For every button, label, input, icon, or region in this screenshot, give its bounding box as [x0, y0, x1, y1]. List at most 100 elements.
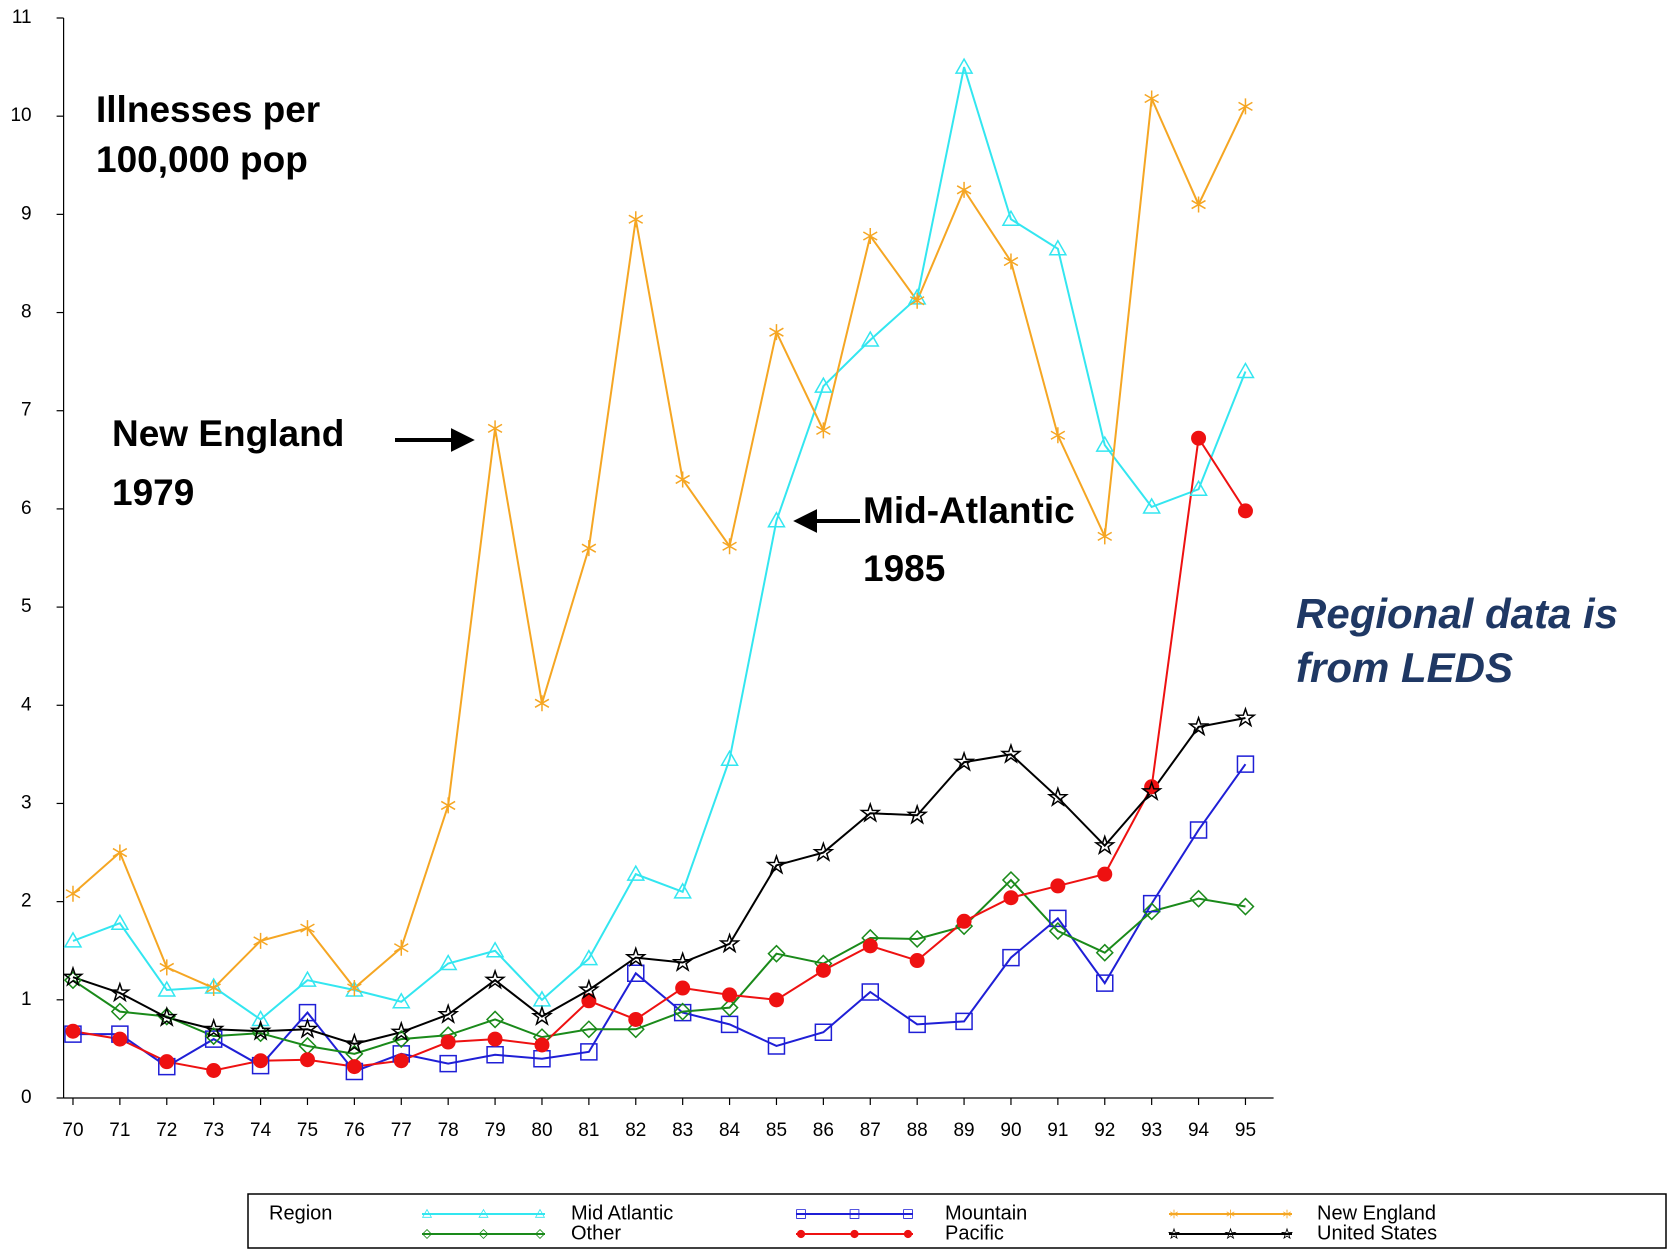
- data-point: [112, 1031, 128, 1047]
- data-point: [769, 324, 784, 341]
- data-point: [767, 1037, 786, 1055]
- legend-marker: [534, 1208, 546, 1218]
- x-tick-label: 94: [1188, 1120, 1210, 1141]
- data-point: [1001, 209, 1021, 227]
- data-point: [1189, 479, 1208, 497]
- data-point: [675, 980, 691, 996]
- x-tick-label: 89: [953, 1120, 974, 1141]
- data-point: [206, 980, 221, 997]
- data-point: [859, 801, 882, 823]
- data-point: [1001, 870, 1021, 890]
- data-point: [206, 1063, 222, 1079]
- data-point: [1144, 779, 1160, 795]
- data-point: [438, 953, 458, 971]
- data-point: [534, 1037, 550, 1053]
- data-point: [159, 1054, 175, 1070]
- data-point: [626, 1020, 645, 1039]
- data-point: [814, 1023, 833, 1041]
- data-point: [722, 538, 737, 555]
- y-axis-label: 100,000 pop: [96, 139, 308, 180]
- data-point: [1237, 503, 1253, 519]
- data-point: [253, 932, 268, 949]
- y-tick-label: 8: [21, 302, 32, 323]
- data-point: [862, 938, 878, 954]
- data-point: [909, 292, 925, 309]
- data-point: [1050, 427, 1066, 444]
- data-point: [1048, 239, 1068, 256]
- data-point: [1097, 866, 1113, 882]
- data-point: [298, 970, 317, 987]
- data-point: [110, 913, 130, 930]
- legend-label: Other: [571, 1222, 621, 1244]
- y-axis-label: Illnesses per: [96, 89, 320, 130]
- data-point: [299, 1052, 315, 1068]
- data-point: [1189, 889, 1208, 908]
- legend-marker: [535, 1229, 545, 1239]
- data-point: [440, 1034, 456, 1050]
- data-point: [1097, 528, 1113, 545]
- data-point: [439, 1054, 457, 1073]
- data-point: [814, 376, 833, 393]
- x-tick-label: 87: [860, 1120, 881, 1141]
- data-point: [906, 803, 929, 825]
- data-point: [956, 181, 972, 198]
- data-point: [812, 840, 835, 862]
- series-line: [72, 878, 1246, 1055]
- series-line: [72, 94, 1247, 990]
- data-point: [579, 1020, 598, 1039]
- y-tick-label: 3: [21, 792, 32, 813]
- y-tick-label: 10: [10, 105, 31, 126]
- data-point: [767, 511, 786, 528]
- data-point: [202, 1017, 225, 1039]
- data-point: [390, 1020, 413, 1042]
- legend-label: Mid Atlantic: [571, 1202, 673, 1224]
- data-point: [486, 1010, 505, 1029]
- legend-title: Region: [269, 1202, 332, 1224]
- data-point: [343, 1032, 366, 1054]
- data-point: [346, 1059, 362, 1075]
- legend-marker: [903, 1209, 913, 1219]
- data-point: [393, 939, 409, 956]
- x-tick-label: 84: [719, 1120, 741, 1141]
- legend-marker: [478, 1208, 489, 1218]
- data-point: [816, 422, 831, 439]
- data-point: [486, 1046, 504, 1064]
- data-point: [720, 749, 739, 767]
- data-point: [955, 1012, 973, 1031]
- data-point: [1144, 90, 1159, 107]
- data-point: [530, 1004, 553, 1026]
- data-point: [1096, 974, 1114, 992]
- series-line: [72, 66, 1247, 1021]
- data-point: [628, 211, 644, 228]
- data-point: [1142, 902, 1161, 921]
- x-tick-label: 85: [766, 1120, 787, 1141]
- data-point: [534, 695, 550, 712]
- legend-marker: [1282, 1209, 1292, 1219]
- data-point: [1048, 922, 1067, 941]
- data-point: [581, 540, 597, 557]
- data-point: [300, 920, 315, 937]
- legend-marker: [1226, 1209, 1235, 1219]
- data-point: [627, 964, 645, 983]
- data-point: [956, 913, 972, 929]
- data-point: [1095, 943, 1114, 962]
- x-tick-label: 91: [1047, 1120, 1068, 1141]
- legend-marker: [903, 1229, 913, 1239]
- x-tick-label: 81: [578, 1120, 599, 1141]
- x-tick-label: 88: [907, 1120, 928, 1141]
- data-point: [204, 1027, 223, 1046]
- x-tick-label: 95: [1235, 1120, 1256, 1141]
- data-point: [440, 797, 456, 814]
- legend-label: Mountain: [945, 1202, 1027, 1224]
- data-point: [673, 1002, 692, 1021]
- data-point: [157, 1007, 176, 1026]
- data-point: [580, 1043, 598, 1061]
- annotation: New England: [112, 413, 344, 454]
- data-point: [1238, 98, 1253, 115]
- data-point: [1049, 909, 1067, 928]
- annotation: 1979: [112, 472, 194, 513]
- data-point: [298, 1003, 317, 1022]
- data-point: [624, 946, 647, 967]
- legend-marker: [1224, 1227, 1237, 1240]
